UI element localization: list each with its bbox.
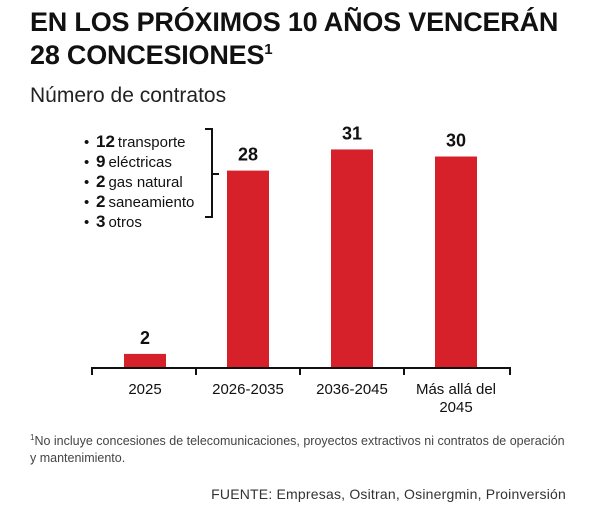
bullet: • [84,174,90,191]
chart-subtitle: Número de contratos [30,84,227,107]
x-tick-label: 2036-2045 [316,381,388,398]
breakdown-label: otros [108,214,142,231]
title-line-2-text: 28 CONCESIONES [30,40,265,70]
x-tick-label: 2026-2035 [212,381,284,398]
chart-title: EN LOS PRÓXIMOS 10 AÑOS VENCERÁN 28 CONC… [30,6,580,72]
bullet: • [84,154,90,171]
breakdown-count: 3 [96,212,106,231]
breakdown-item-saneamiento: • 2 saneamiento [84,192,214,212]
bullet: • [84,194,90,211]
source-credit: FUENTE: Empresas, Ositran, Osinergmin, P… [211,486,566,502]
bar-2026-2035 [227,170,269,368]
breakdown-label: transporte [117,134,186,151]
data-label: 31 [342,123,362,143]
breakdown-count: 12 [96,132,115,151]
data-label: 2 [140,328,150,348]
breakdown-label: saneamiento [108,194,195,211]
title-line-2: 28 CONCESIONES1 [30,39,580,72]
breakdown-item-otros: • 3 otros [84,212,214,232]
x-tick-label: Más allá del [416,381,496,398]
breakdown-label: gas natural [108,174,183,191]
data-label: 30 [446,131,466,151]
breakdown-list: • 12 transporte • 9 eléctricas • 2 gas natural… [84,132,214,232]
footnote-marker: 1 [30,432,35,442]
breakdown-label: eléctricas [108,154,172,171]
breakdown-item-gas-natural: • 2 gas natural [84,172,214,192]
breakdown-item-electricas: • 9 eléctricas [84,152,214,172]
footnote-text: No incluye concesiones de telecomunicaci… [30,434,565,465]
bullet: • [84,214,90,231]
x-tick-label: 2045 [439,399,472,416]
bullet: • [84,134,90,151]
breakdown-bracket [205,128,219,218]
breakdown-count: 2 [96,192,106,211]
x-tick-label: 2025 [128,381,161,398]
footnote: 1No incluye concesiones de telecomunicac… [30,433,570,467]
bar-más-allá-del-2045 [435,156,477,368]
breakdown-count: 9 [96,152,106,171]
breakdown-item-transporte: • 12 transporte [84,132,214,152]
bar-chart: 2 28 31 30 2025 2026-2035 2036-2045 Más allá de… [91,123,511,416]
title-footnote-marker: 1 [264,41,273,58]
bar-2036-2045 [331,149,373,368]
data-label: 28 [238,145,258,165]
breakdown-count: 2 [96,172,106,191]
title-line-1: EN LOS PRÓXIMOS 10 AÑOS VENCERÁN [30,7,559,37]
bar-2025 [124,353,166,368]
